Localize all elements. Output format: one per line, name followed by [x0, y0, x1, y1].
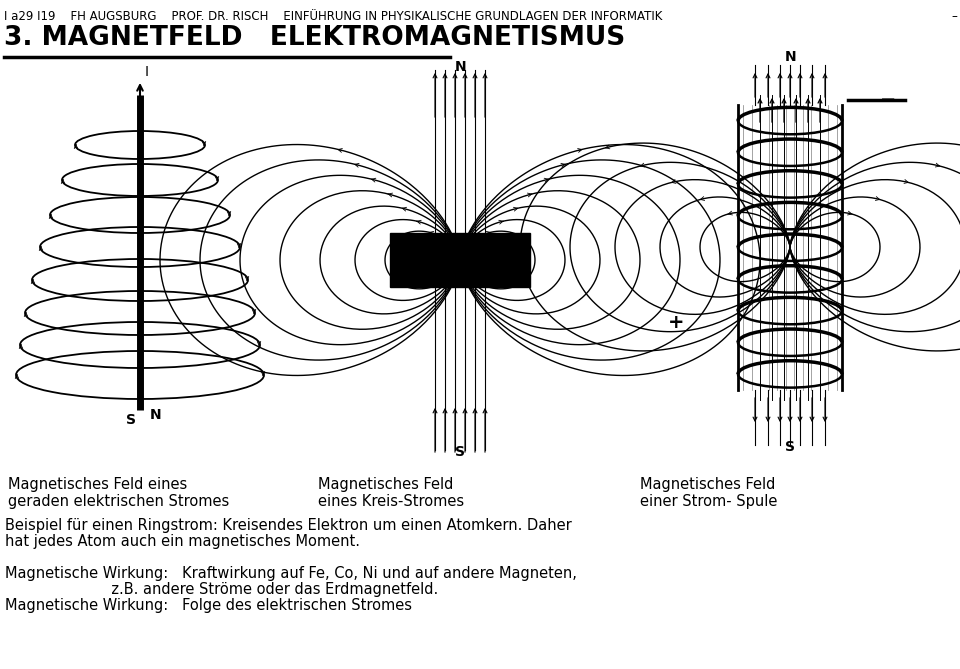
- Text: Magnetisches Feld eines: Magnetisches Feld eines: [8, 477, 187, 492]
- Text: hat jedes Atom auch ein magnetisches Moment.: hat jedes Atom auch ein magnetisches Mom…: [5, 534, 360, 549]
- Text: geraden elektrischen Stromes: geraden elektrischen Stromes: [8, 494, 229, 509]
- FancyBboxPatch shape: [435, 241, 486, 279]
- Bar: [390, 233, 530, 287]
- Text: 3. MAGNETFELD   ELEKTROMAGNETISMUS: 3. MAGNETFELD ELEKTROMAGNETISMUS: [4, 25, 625, 51]
- Text: Magnetisches Feld: Magnetisches Feld: [318, 477, 453, 492]
- Text: +: +: [668, 314, 684, 332]
- Text: S: S: [126, 413, 136, 427]
- Text: I a29 I19    FH AUGSBURG    PROF. DR. RISCH    EINFÜHRUNG IN PHYSIKALISCHE GRUND: I a29 I19 FH AUGSBURG PROF. DR. RISCH EI…: [4, 10, 662, 23]
- Text: −: −: [880, 90, 897, 110]
- Text: eines Kreis-Stromes: eines Kreis-Stromes: [318, 494, 464, 509]
- Text: I: I: [145, 65, 149, 79]
- Text: N: N: [150, 408, 161, 422]
- Text: N: N: [455, 60, 467, 74]
- Text: Magnetisches Feld: Magnetisches Feld: [640, 477, 776, 492]
- Text: S: S: [455, 445, 465, 459]
- Text: Magnetische Wirkung:   Folge des elektrischen Stromes: Magnetische Wirkung: Folge des elektrisc…: [5, 598, 412, 613]
- Text: –: –: [951, 10, 957, 23]
- Text: einer Strom- Spule: einer Strom- Spule: [640, 494, 778, 509]
- Text: Magnetische Wirkung:   Kraftwirkung auf Fe, Co, Ni und auf andere Magneten,: Magnetische Wirkung: Kraftwirkung auf Fe…: [5, 566, 577, 581]
- Text: S: S: [785, 440, 795, 454]
- Text: z.B. andere Ströme oder das Erdmagnetfeld.: z.B. andere Ströme oder das Erdmagnetfel…: [5, 582, 439, 597]
- Text: N: N: [785, 50, 797, 64]
- Text: Beispiel für einen Ringstrom: Kreisendes Elektron um einen Atomkern. Daher: Beispiel für einen Ringstrom: Kreisendes…: [5, 518, 572, 533]
- FancyBboxPatch shape: [414, 241, 465, 279]
